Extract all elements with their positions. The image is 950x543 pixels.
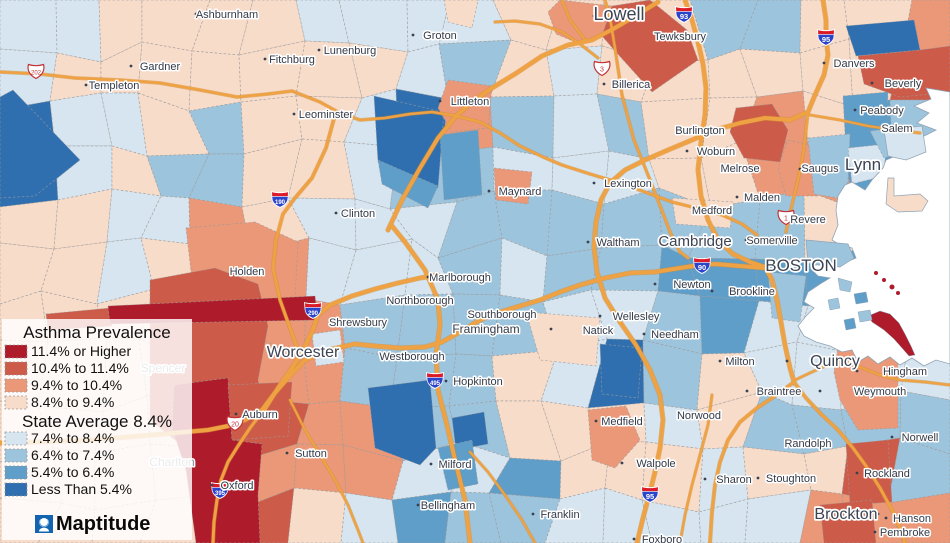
svg-text:Asthma Prevalence: Asthma Prevalence: [23, 323, 170, 342]
svg-text:Cambridge: Cambridge: [658, 233, 731, 250]
svg-text:Norwell: Norwell: [902, 432, 939, 444]
svg-text:Auburn: Auburn: [242, 409, 277, 421]
svg-text:290: 290: [308, 311, 319, 317]
svg-text:Waltham: Waltham: [597, 237, 640, 249]
svg-text:202: 202: [31, 70, 42, 76]
svg-text:190: 190: [275, 200, 286, 206]
svg-text:Norwood: Norwood: [677, 410, 721, 422]
svg-text:Fitchburg: Fitchburg: [269, 54, 315, 66]
svg-text:Weymouth: Weymouth: [854, 386, 906, 398]
svg-text:7.4% to 8.4%: 7.4% to 8.4%: [31, 430, 114, 446]
svg-text:Stoughton: Stoughton: [766, 473, 816, 485]
svg-text:Leominster: Leominster: [299, 109, 354, 121]
svg-text:Groton: Groton: [423, 30, 457, 42]
svg-text:Melrose: Melrose: [720, 163, 759, 175]
svg-text:Tewksbury: Tewksbury: [654, 31, 706, 43]
svg-text:395: 395: [215, 491, 226, 497]
svg-text:Burlington: Burlington: [675, 125, 725, 137]
svg-text:Braintree: Braintree: [757, 386, 802, 398]
svg-text:8.4% to 9.4%: 8.4% to 9.4%: [31, 394, 114, 410]
svg-text:Salem: Salem: [881, 123, 912, 135]
svg-text:90: 90: [698, 263, 706, 272]
svg-text:Brookline: Brookline: [729, 286, 775, 298]
svg-text:Lowell: Lowell: [593, 4, 644, 24]
svg-text:95: 95: [646, 492, 654, 501]
svg-text:3: 3: [600, 66, 604, 73]
svg-text:Lexington: Lexington: [604, 178, 652, 190]
svg-text:Holden: Holden: [230, 266, 265, 278]
svg-text:Franklin: Franklin: [540, 509, 579, 521]
svg-text:Wellesley: Wellesley: [613, 311, 660, 323]
svg-text:Beverly: Beverly: [885, 78, 922, 90]
svg-text:Medfield: Medfield: [601, 416, 643, 428]
svg-text:Natick: Natick: [583, 325, 614, 337]
svg-text:Templeton: Templeton: [89, 80, 140, 92]
svg-text:5.4% to 6.4%: 5.4% to 6.4%: [31, 464, 114, 480]
svg-text:Danvers: Danvers: [834, 58, 875, 70]
svg-text:Northborough: Northborough: [386, 295, 453, 307]
svg-text:Southborough: Southborough: [467, 309, 536, 321]
svg-text:Sutton: Sutton: [295, 448, 327, 460]
svg-text:10.4% to 11.4%: 10.4% to 11.4%: [31, 360, 129, 376]
svg-text:Maynard: Maynard: [499, 186, 542, 198]
svg-text:Clinton: Clinton: [341, 208, 375, 220]
svg-text:Marlborough: Marlborough: [429, 272, 491, 284]
svg-text:Worcester: Worcester: [267, 344, 340, 361]
svg-text:1: 1: [784, 215, 788, 222]
svg-text:Framingham: Framingham: [452, 322, 519, 336]
svg-text:Saugus: Saugus: [801, 163, 839, 175]
svg-text:Pembroke: Pembroke: [880, 527, 930, 539]
svg-text:Lynn: Lynn: [845, 155, 881, 174]
svg-text:Milton: Milton: [725, 356, 754, 368]
svg-text:Hopkinton: Hopkinton: [453, 376, 503, 388]
svg-text:Hanson: Hanson: [893, 513, 931, 525]
svg-text:Gardner: Gardner: [140, 61, 181, 73]
svg-text:9.4% to 10.4%: 9.4% to 10.4%: [31, 377, 122, 393]
svg-text:93: 93: [680, 12, 688, 21]
svg-text:Lunenburg: Lunenburg: [324, 45, 377, 57]
svg-text:6.4% to 7.4%: 6.4% to 7.4%: [31, 447, 114, 463]
svg-text:BOSTON: BOSTON: [765, 256, 836, 275]
svg-text:Milford: Milford: [438, 459, 471, 471]
svg-text:Walpole: Walpole: [636, 458, 675, 470]
svg-text:Somerville: Somerville: [746, 235, 797, 247]
svg-text:Bellingham: Bellingham: [421, 500, 475, 512]
svg-text:Sharon: Sharon: [716, 474, 751, 486]
svg-text:Hingham: Hingham: [883, 366, 927, 378]
svg-text:Brockton: Brockton: [814, 506, 877, 523]
svg-text:Maptitude: Maptitude: [56, 513, 150, 535]
svg-text:Needham: Needham: [651, 329, 699, 341]
svg-text:Malden: Malden: [744, 192, 780, 204]
svg-text:495: 495: [430, 381, 441, 387]
svg-text:Westborough: Westborough: [379, 351, 444, 363]
svg-text:Quincy: Quincy: [810, 353, 860, 370]
svg-text:11.4% or Higher: 11.4% or Higher: [31, 343, 131, 359]
svg-text:Shrewsbury: Shrewsbury: [329, 317, 388, 329]
svg-text:Less Than 5.4%: Less Than 5.4%: [31, 481, 132, 497]
svg-text:Newton: Newton: [673, 279, 710, 291]
svg-text:Woburn: Woburn: [697, 146, 735, 158]
svg-text:Littleton: Littleton: [451, 96, 490, 108]
svg-text:Randolph: Randolph: [784, 438, 831, 450]
svg-text:Revere: Revere: [790, 214, 825, 226]
svg-text:Oxford: Oxford: [220, 480, 253, 492]
svg-text:State Average 8.4%: State Average 8.4%: [22, 412, 172, 431]
svg-text:20: 20: [231, 421, 239, 428]
svg-text:Foxboro: Foxboro: [642, 534, 682, 543]
svg-text:Billerica: Billerica: [612, 79, 651, 91]
svg-text:Medford: Medford: [692, 205, 732, 217]
svg-text:95: 95: [822, 35, 830, 44]
svg-text:Peabody: Peabody: [860, 105, 904, 117]
svg-text:Rockland: Rockland: [864, 468, 910, 480]
svg-text:Ashburnham: Ashburnham: [196, 9, 258, 21]
